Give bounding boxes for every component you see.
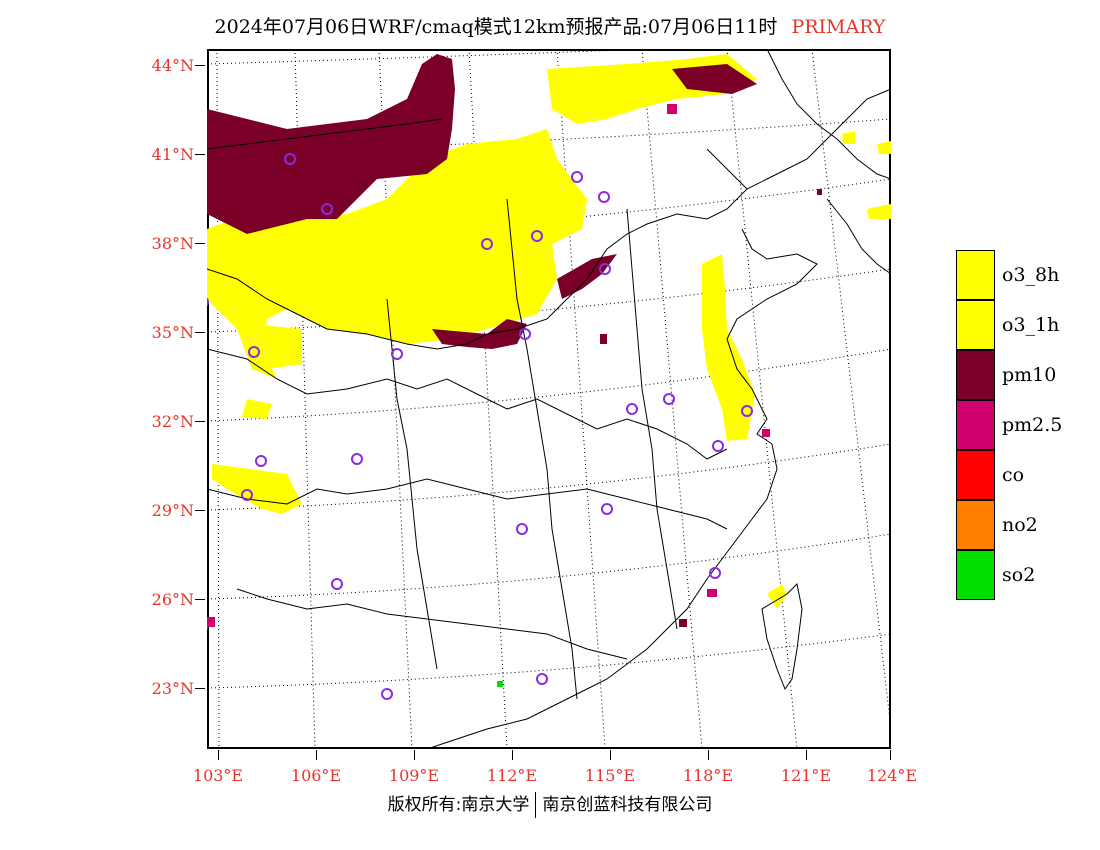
station-marker — [599, 263, 611, 275]
station-marker — [255, 455, 267, 467]
station-marker — [709, 567, 721, 579]
station-marker — [207, 297, 209, 307]
station-marker — [351, 453, 363, 465]
lat-label: 38°N — [151, 234, 194, 253]
boundaries — [207, 49, 891, 749]
pm25-field — [207, 104, 770, 627]
lon-tick — [708, 750, 709, 760]
map-frame — [207, 49, 891, 749]
lon-label: 118°E — [682, 766, 734, 785]
station-marker — [712, 440, 724, 452]
lon-label: 112°E — [486, 766, 538, 785]
lon-label: 124°E — [866, 766, 918, 785]
legend-swatch — [956, 300, 995, 350]
map-title: 2024年07月06日WRF/cmaq模式12km预报产品:07月06日11时 P… — [0, 12, 1100, 39]
station-marker — [516, 523, 528, 535]
legend-label: pm10 — [1002, 364, 1057, 386]
lon-label: 109°E — [388, 766, 440, 785]
legend-swatch — [956, 550, 995, 600]
lon-tick — [610, 750, 611, 760]
lon-tick — [890, 750, 891, 760]
so2-field — [497, 681, 503, 687]
station-marker — [248, 346, 260, 358]
lat-tick — [195, 510, 205, 511]
station-marker — [241, 489, 253, 501]
station-marker — [531, 230, 543, 242]
station-marker — [284, 153, 296, 165]
legend-label: o3_1h — [1002, 314, 1060, 336]
station-marker — [663, 393, 675, 405]
lat-label: 35°N — [151, 323, 194, 342]
lon-tick — [316, 750, 317, 760]
station-marker — [601, 503, 613, 515]
station-marker — [536, 673, 548, 685]
station-marker — [626, 403, 638, 415]
lon-label: 121°E — [780, 766, 832, 785]
lat-tick — [195, 421, 205, 422]
copyright-footer: 版权所有:南京大学 南京创蓝科技有限公司 — [0, 790, 1100, 818]
lon-label: 115°E — [584, 766, 636, 785]
legend-swatch — [956, 400, 995, 450]
lat-label: 44°N — [151, 56, 194, 75]
lat-label: 23°N — [151, 679, 194, 698]
legend-swatch — [956, 500, 995, 550]
lon-label: 103°E — [192, 766, 244, 785]
footer-divider — [535, 792, 537, 818]
lon-tick — [414, 750, 415, 760]
title-tag: PRIMARY — [791, 16, 886, 38]
pollution-map — [207, 49, 891, 749]
legend-label: pm2.5 — [1002, 414, 1063, 436]
lat-tick — [195, 243, 205, 244]
legend-label: so2 — [1002, 564, 1036, 586]
lat-tick — [195, 332, 205, 333]
lat-tick — [195, 599, 205, 600]
lat-label: 32°N — [151, 412, 194, 431]
footer-left: 版权所有:南京大学 — [387, 795, 530, 815]
legend-label: no2 — [1002, 514, 1038, 536]
lon-tick — [806, 750, 807, 760]
station-marker — [598, 191, 610, 203]
station-markers — [207, 153, 753, 700]
station-marker — [519, 328, 531, 340]
lat-label: 29°N — [151, 501, 194, 520]
station-marker — [381, 688, 393, 700]
station-marker — [571, 171, 583, 183]
legend-swatch — [956, 250, 995, 300]
station-marker — [321, 203, 333, 215]
lon-tick — [218, 750, 219, 760]
lon-label: 106°E — [290, 766, 342, 785]
lat-tick — [195, 65, 205, 66]
lat-label: 26°N — [151, 590, 194, 609]
lat-tick — [195, 154, 205, 155]
station-marker — [481, 238, 493, 250]
legend-label: co — [1002, 464, 1025, 486]
lat-label: 41°N — [151, 145, 194, 164]
legend-swatch — [956, 350, 995, 400]
legend-label: o3_8h — [1002, 264, 1060, 286]
station-marker — [391, 348, 403, 360]
lon-tick — [512, 750, 513, 760]
title-main: 2024年07月06日WRF/cmaq模式12km预报产品:07月06日11时 — [214, 16, 778, 38]
station-marker — [741, 405, 753, 417]
station-marker — [331, 578, 343, 590]
footer-right: 南京创蓝科技有限公司 — [542, 795, 713, 815]
lat-tick — [195, 688, 205, 689]
legend-swatch — [956, 450, 995, 500]
